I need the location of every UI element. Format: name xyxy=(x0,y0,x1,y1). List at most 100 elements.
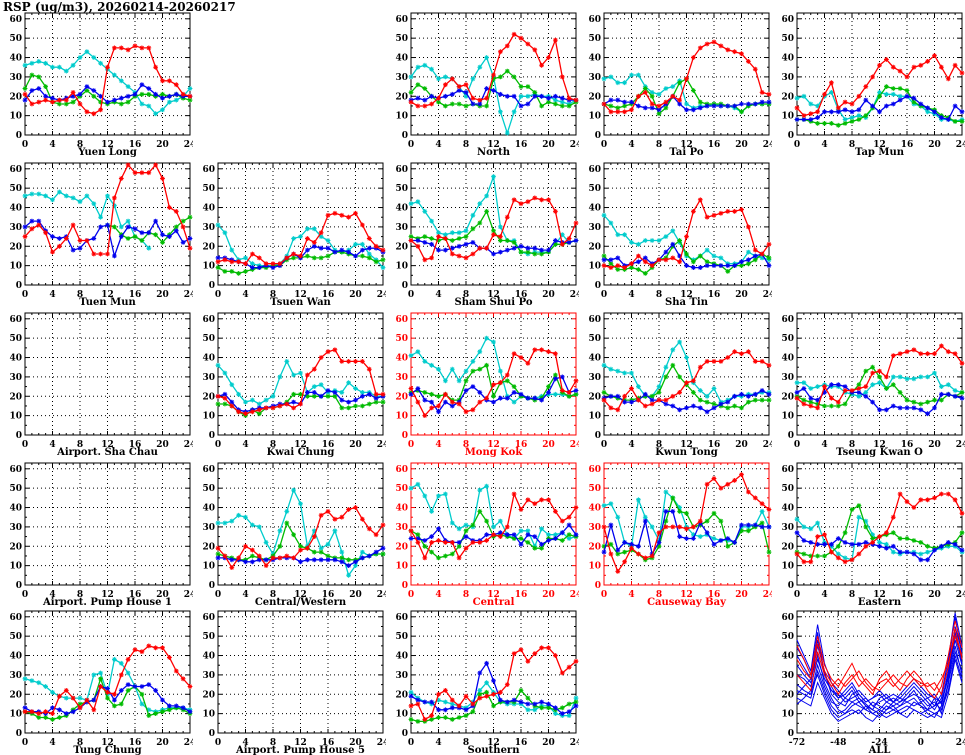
series-#ff0000 xyxy=(215,505,386,570)
series-#ff0000 xyxy=(796,634,963,692)
svg-text:0: 0 xyxy=(601,140,607,150)
svg-text:20: 20 xyxy=(349,738,362,748)
svg-text:30: 30 xyxy=(9,73,22,83)
svg-text:4: 4 xyxy=(49,590,55,600)
tick-labels: 0 10 20 30 40 50 60 0 4 8 12 16 20 24 xyxy=(395,465,579,600)
svg-text:12: 12 xyxy=(294,590,307,600)
svg-text:0: 0 xyxy=(595,131,601,141)
series-#ff0000 xyxy=(794,53,965,118)
svg-text:12: 12 xyxy=(873,140,886,150)
svg-text:0: 0 xyxy=(788,581,794,591)
svg-text:0: 0 xyxy=(209,431,215,441)
svg-text:0: 0 xyxy=(215,738,221,748)
svg-text:16: 16 xyxy=(708,590,721,600)
svg-text:4: 4 xyxy=(49,140,55,150)
svg-text:16: 16 xyxy=(129,590,142,600)
axes xyxy=(410,462,577,586)
svg-text:30: 30 xyxy=(781,73,794,83)
svg-text:50: 50 xyxy=(781,34,794,44)
svg-text:20: 20 xyxy=(349,290,362,300)
svg-text:16: 16 xyxy=(901,140,914,150)
svg-text:4: 4 xyxy=(435,290,441,300)
chart-title: Kwun Tong xyxy=(655,447,718,457)
svg-text:60: 60 xyxy=(202,613,215,623)
svg-text:24: 24 xyxy=(956,440,965,450)
svg-text:4: 4 xyxy=(435,140,441,150)
axes xyxy=(603,312,770,436)
svg-text:4: 4 xyxy=(628,290,634,300)
svg-text:12: 12 xyxy=(680,440,693,450)
gridlines xyxy=(604,313,769,435)
tick-labels: 0 10 20 30 40 50 60 0 4 8 12 16 20 24 xyxy=(588,165,772,300)
svg-text:50: 50 xyxy=(781,334,794,344)
page-title: RSP (ug/m3), 20260214-20260217 xyxy=(3,0,236,14)
axes xyxy=(603,162,770,286)
chart-canvas-sha-tin: 0 10 20 30 40 50 60 0 4 8 12 16 20 24 Sha Tin xyxy=(588,162,772,307)
svg-text:-72: -72 xyxy=(789,738,805,748)
svg-text:50: 50 xyxy=(395,34,408,44)
series-#0000ee xyxy=(796,659,963,719)
svg-text:0: 0 xyxy=(16,131,22,141)
svg-text:40: 40 xyxy=(395,204,408,214)
svg-text:16: 16 xyxy=(901,590,914,600)
series-#ff0000 xyxy=(601,472,772,574)
gridlines xyxy=(25,463,190,585)
svg-text:30: 30 xyxy=(588,373,601,383)
chart-tseung-kwan-o: 0 10 20 30 40 50 60 0 4 8 12 16 20 24 Tseung Kwan O xyxy=(772,308,965,457)
svg-text:0: 0 xyxy=(918,738,924,748)
svg-text:20: 20 xyxy=(735,590,748,600)
gridlines xyxy=(411,163,576,285)
svg-text:20: 20 xyxy=(735,140,748,150)
svg-text:24: 24 xyxy=(763,290,772,300)
svg-text:0: 0 xyxy=(408,590,414,600)
svg-text:30: 30 xyxy=(9,523,22,533)
svg-text:30: 30 xyxy=(202,523,215,533)
svg-text:60: 60 xyxy=(202,465,215,475)
series-#00cccc xyxy=(22,657,193,715)
tick-labels: 0 10 20 30 40 50 60 0 4 8 12 16 20 24 xyxy=(588,15,772,150)
chart-canvas-airport-pump-house-1: 0 10 20 30 40 50 60 0 4 8 12 16 20 24 Airport. Pump Ho… xyxy=(9,462,193,607)
chart-mong-kok: 0 10 20 30 40 50 60 0 4 8 12 16 20 24 Mong Kok xyxy=(386,308,579,457)
svg-text:4: 4 xyxy=(242,590,248,600)
svg-text:60: 60 xyxy=(781,613,794,623)
tick-labels: 0 10 20 30 40 50 60 0 4 8 12 16 20 24 xyxy=(9,165,193,300)
svg-text:20: 20 xyxy=(395,392,408,402)
svg-text:12: 12 xyxy=(487,140,500,150)
svg-text:40: 40 xyxy=(395,652,408,662)
chart-canvas-tung-chung: 0 10 20 30 40 50 60 0 4 8 12 16 20 24 Tung Chung xyxy=(9,610,193,755)
svg-text:40: 40 xyxy=(781,652,794,662)
svg-text:10: 10 xyxy=(9,112,22,122)
svg-text:0: 0 xyxy=(402,281,408,291)
chart-canvas-causeway-bay: 0 10 20 30 40 50 60 0 4 8 12 16 20 24 Causeway Bay xyxy=(588,462,772,607)
chart-eastern: 0 10 20 30 40 50 60 0 4 8 12 16 20 24 Eastern xyxy=(772,458,965,607)
svg-text:20: 20 xyxy=(781,690,794,700)
chart-canvas-kwun-tong: 0 10 20 30 40 50 60 0 4 8 12 16 20 24 Kwun Tong xyxy=(588,312,772,457)
svg-text:50: 50 xyxy=(9,632,22,642)
svg-text:20: 20 xyxy=(735,290,748,300)
chart-canvas-eastern: 0 10 20 30 40 50 60 0 4 8 12 16 20 24 Eastern xyxy=(781,462,965,607)
svg-text:60: 60 xyxy=(588,465,601,475)
svg-text:10: 10 xyxy=(395,262,408,272)
series-#ff0000 xyxy=(408,645,579,722)
svg-text:12: 12 xyxy=(294,440,307,450)
tick-labels: 0 10 20 30 40 50 60 -72 -48 -24 0 24 xyxy=(781,613,965,748)
series-#0000ee xyxy=(796,649,963,711)
svg-text:0: 0 xyxy=(16,581,22,591)
axes xyxy=(796,312,963,436)
series-#00bb00 xyxy=(794,364,965,409)
chart-canvas-airport-pump-house-5: 0 10 20 30 40 50 60 0 4 8 12 16 20 24 Airport. Pump Ho… xyxy=(202,610,386,755)
svg-text:50: 50 xyxy=(202,184,215,194)
chart-title: Tsuen Wan xyxy=(270,297,331,307)
svg-text:8: 8 xyxy=(463,440,469,450)
svg-text:0: 0 xyxy=(22,290,28,300)
svg-text:40: 40 xyxy=(202,652,215,662)
svg-text:40: 40 xyxy=(395,354,408,364)
svg-text:24: 24 xyxy=(184,440,193,450)
svg-text:10: 10 xyxy=(781,562,794,572)
svg-text:30: 30 xyxy=(202,671,215,681)
svg-text:16: 16 xyxy=(322,590,335,600)
svg-text:40: 40 xyxy=(9,354,22,364)
chart-canvas-north: 0 10 20 30 40 50 60 0 4 8 12 16 20 24 North xyxy=(395,12,579,157)
svg-text:50: 50 xyxy=(395,632,408,642)
